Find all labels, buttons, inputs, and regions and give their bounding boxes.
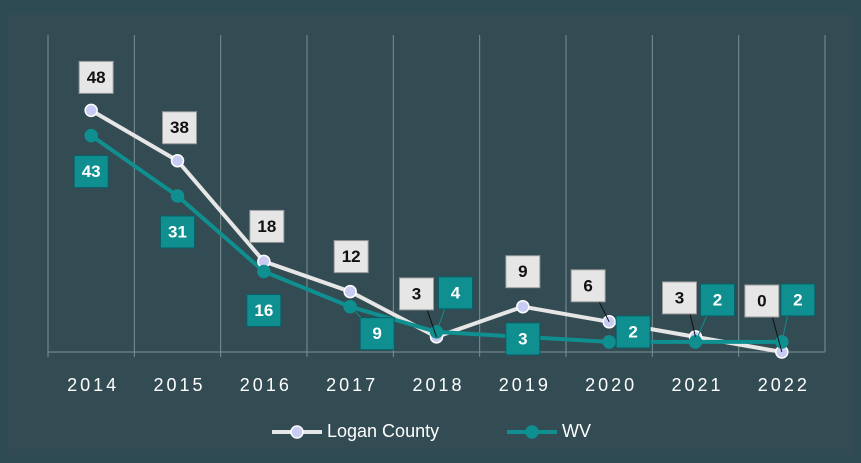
x-tick-label: 2019	[499, 375, 551, 395]
data-label-box	[162, 111, 197, 145]
data-label: 31	[168, 222, 187, 241]
marker	[84, 128, 98, 143]
leader-line	[781, 313, 789, 343]
data-label-box	[615, 315, 651, 349]
data-label: 2	[628, 322, 637, 341]
data-label: 48	[87, 68, 106, 87]
data-label-box	[700, 283, 735, 317]
legend-label: Logan County	[327, 421, 439, 441]
data-label-box	[78, 60, 114, 94]
x-tick-label: 2021	[671, 375, 723, 395]
leader-line	[597, 299, 610, 323]
x-tick-label: 2018	[412, 375, 464, 395]
data-label: 38	[170, 118, 189, 137]
x-tick-label: 2022	[758, 375, 810, 395]
data-label: 6	[583, 276, 592, 295]
legend-marker	[290, 425, 304, 439]
x-tick-label: 2017	[326, 375, 378, 395]
data-label: 3	[518, 329, 527, 348]
data-label-box	[73, 155, 109, 189]
data-label-box	[780, 283, 816, 317]
marker	[84, 103, 98, 118]
legend-marker	[525, 425, 539, 439]
marker	[257, 264, 271, 279]
data-label: 9	[518, 262, 527, 281]
data-label: 16	[254, 301, 273, 320]
x-tick-label: 2015	[153, 375, 205, 395]
data-label: 9	[372, 324, 381, 343]
data-label: 3	[412, 284, 421, 303]
leader-line	[695, 313, 708, 343]
marker	[343, 284, 357, 299]
data-label: 18	[257, 217, 276, 236]
data-label-box	[662, 281, 697, 315]
leader-line	[426, 307, 437, 338]
data-label-box	[249, 209, 285, 243]
data-label: 2	[793, 290, 802, 309]
data-label-box	[359, 317, 395, 351]
data-label-box	[438, 276, 473, 310]
data-label: 12	[342, 247, 361, 266]
leader-line	[436, 306, 446, 333]
data-label: 2	[713, 290, 722, 309]
marker	[516, 299, 530, 314]
x-tick-label: 2016	[240, 375, 292, 395]
data-label-box	[505, 255, 541, 289]
data-label: 3	[675, 288, 684, 307]
data-label-box	[399, 277, 434, 311]
data-label-box	[744, 284, 780, 318]
data-label-box	[570, 269, 606, 303]
legend-label: WV	[562, 421, 591, 441]
chart-area	[8, 14, 853, 455]
data-label: 0	[757, 291, 766, 310]
data-label: 43	[82, 162, 101, 181]
data-label: 4	[451, 283, 461, 302]
leader-line	[771, 314, 783, 353]
x-tick-label: 2020	[585, 375, 637, 395]
data-label-box	[160, 215, 195, 249]
leader-line	[689, 311, 696, 338]
marker	[170, 189, 185, 203]
marker	[170, 153, 185, 168]
x-tick-label: 2014	[67, 375, 119, 395]
data-label-box	[505, 322, 541, 356]
data-label-box	[246, 293, 282, 327]
data-label-box	[333, 240, 369, 274]
